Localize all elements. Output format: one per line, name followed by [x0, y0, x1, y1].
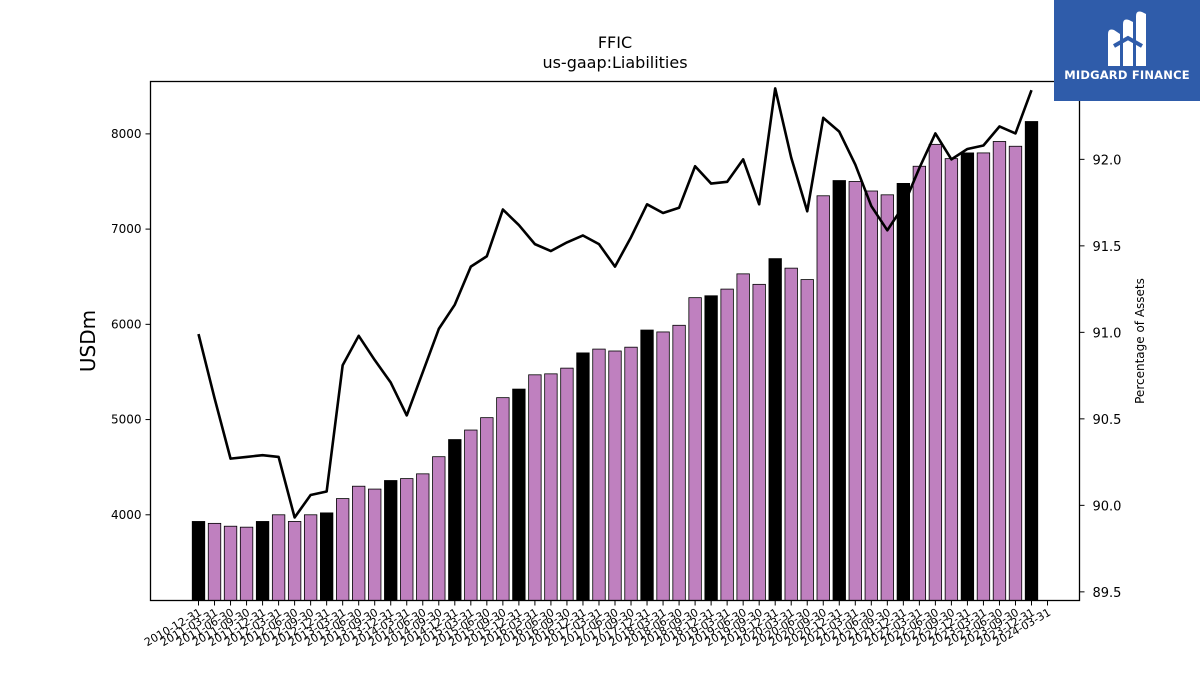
bar: [640, 329, 654, 601]
bar: [656, 331, 670, 601]
bar: [848, 181, 862, 601]
y-tick-label: 4000: [111, 508, 142, 522]
bar: [992, 141, 1007, 601]
y2-tick-label: 90.0: [1093, 499, 1122, 514]
bar: [528, 374, 542, 601]
bar: [496, 397, 510, 601]
bar: [191, 521, 206, 601]
bar: [303, 514, 318, 601]
y2-axis-label: Percentage of Assets: [1133, 278, 1147, 404]
y2-tick-label: 90.5: [1093, 413, 1122, 428]
bar: [752, 283, 766, 601]
y-tick-label: 7000: [111, 222, 142, 236]
brand-name: MIDGARD FINANCE: [1064, 68, 1190, 82]
chart-subtitle: us-gaap:Liabilities: [542, 53, 687, 72]
y2-tick-label: 89.5: [1093, 586, 1122, 601]
bar: [352, 485, 366, 601]
bar: [944, 158, 959, 601]
bar: [336, 498, 350, 601]
bar: [880, 194, 894, 601]
bar: [416, 473, 430, 601]
axes: 4000 5000 6000 7000 8000 89.5 90.0 90.5 91.0 91.5…: [111, 127, 1122, 649]
bar-series: [191, 121, 1039, 601]
bar: [368, 488, 382, 601]
bar: [400, 478, 414, 601]
bar: [464, 429, 478, 601]
bar: [384, 480, 398, 601]
bar: [896, 182, 910, 601]
percentage-line: [197, 87, 1033, 519]
bar: [976, 152, 991, 601]
bar: [608, 350, 622, 601]
bar: [239, 526, 254, 601]
bar: [960, 152, 975, 601]
bar: [287, 521, 302, 601]
bar: [271, 514, 286, 601]
bar: [736, 273, 750, 601]
bar: [784, 267, 798, 601]
bar: [319, 512, 334, 601]
y-tick-label: 6000: [111, 317, 142, 331]
bar: [912, 165, 927, 601]
bar: [1008, 145, 1023, 601]
line-series: [197, 87, 1033, 519]
bar: [720, 288, 734, 601]
bar: [560, 367, 574, 601]
bar: [223, 525, 238, 601]
bar: [672, 324, 686, 601]
chart-title: FFIC: [598, 33, 632, 52]
bar: [688, 297, 702, 601]
bar: [768, 258, 782, 601]
y2-tick-label: 92.0: [1093, 153, 1122, 168]
y-axis-label: USDm: [76, 310, 100, 372]
bar: [544, 373, 558, 601]
bar: [624, 346, 638, 601]
bar: [704, 295, 718, 601]
bar: [207, 522, 222, 601]
bar: [448, 439, 462, 601]
bar: [255, 521, 270, 601]
y-tick-label: 8000: [111, 127, 142, 141]
bar: [800, 279, 814, 601]
bar: [480, 417, 494, 601]
bar: [512, 388, 526, 601]
bar: [864, 190, 878, 601]
bar: [592, 348, 606, 601]
bar: [816, 195, 830, 601]
bar: [576, 352, 590, 601]
y2-tick-label: 91.0: [1093, 326, 1122, 341]
brand-logo: MIDGARD FINANCE: [1054, 0, 1200, 101]
midgard-m-logo-icon: [1108, 11, 1146, 66]
y-tick-label: 5000: [111, 413, 142, 427]
y2-tick-label: 91.5: [1093, 240, 1122, 255]
bar: [832, 180, 846, 601]
bar: [928, 143, 943, 601]
bar: [1024, 121, 1039, 601]
bar: [432, 456, 446, 601]
